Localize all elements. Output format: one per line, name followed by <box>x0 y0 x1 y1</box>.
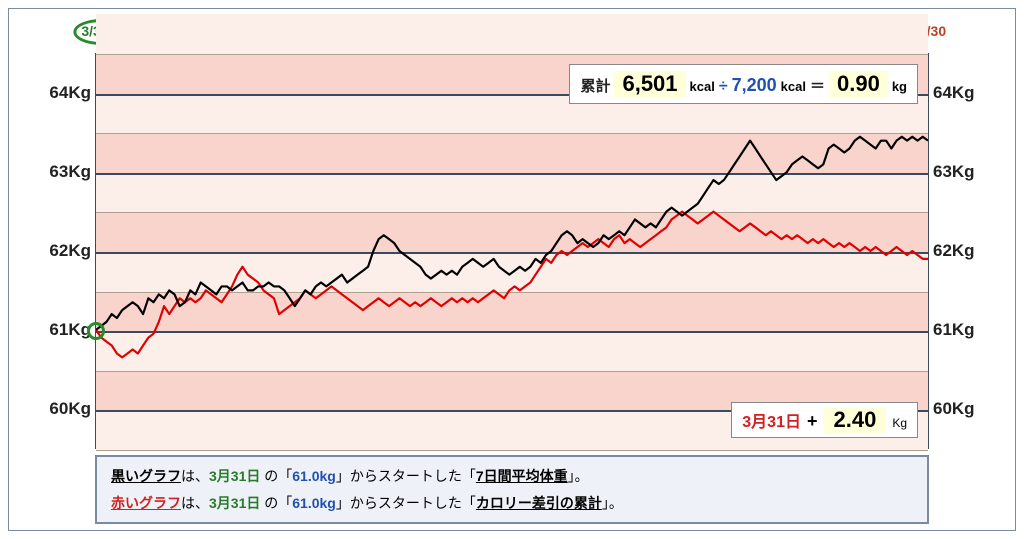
legend-line-black: 黒いグラフは、3月31日 の「61.0kg」からスタートした「7日間平均体重」。 <box>111 463 913 490</box>
delta-plus: + <box>807 411 818 432</box>
summary-box: 累計 6,501 kcal ÷ 7,200 kcal ＝ 0.90 kg <box>569 64 918 104</box>
summary-div-symbol: ÷ <box>719 78 728 96</box>
legend-box: 黒いグラフは、3月31日 の「61.0kg」からスタートした「7日間平均体重」。… <box>95 455 929 524</box>
plot-area: 累計 6,501 kcal ÷ 7,200 kcal ＝ 0.90 kg 3月3… <box>95 53 929 449</box>
summary-total-label: 累計 <box>580 75 610 96</box>
summary-kcal-unit2: kcal <box>781 79 806 94</box>
summary-total-value: 6,501 <box>614 71 685 97</box>
legend-line-red: 赤いグラフは、3月31日 の「61.0kg」からスタートした「カロリー差引の累計… <box>111 490 913 517</box>
y-label-right: 62Kg <box>933 241 975 261</box>
delta-unit: Kg <box>892 416 907 430</box>
y-label-right: 64Kg <box>933 83 975 103</box>
summary-result: 0.90 <box>829 71 888 97</box>
y-axis-right: 64Kg 63Kg 62Kg 61Kg 60Kg <box>929 53 1015 449</box>
delta-date: 3月31日 <box>742 408 801 432</box>
y-label-left: 62Kg <box>49 241 91 261</box>
summary-kg-unit: kg <box>892 79 907 94</box>
summary-equals: ＝ <box>810 75 825 96</box>
y-label-right: 61Kg <box>933 320 975 340</box>
y-label-left: 61Kg <box>49 320 91 340</box>
y-label-left: 63Kg <box>49 162 91 182</box>
y-label-left: 60Kg <box>49 399 91 419</box>
chart-lines <box>96 54 928 448</box>
y-axis-left: 64Kg 63Kg 62Kg 61Kg 60Kg <box>9 53 95 449</box>
y-label-right: 63Kg <box>933 162 975 182</box>
y-label-left: 64Kg <box>49 83 91 103</box>
delta-box: 3月31日 + 2.40 Kg <box>731 402 918 438</box>
summary-denominator: 7,200 <box>732 75 777 96</box>
summary-kcal-unit: kcal <box>690 79 715 94</box>
start-marker-icon <box>87 322 105 340</box>
legend-red-label: 赤いグラフ <box>111 495 181 511</box>
legend-black-label: 黒いグラフ <box>111 468 181 484</box>
delta-value: 2.40 <box>823 407 886 433</box>
y-label-right: 60Kg <box>933 399 975 419</box>
